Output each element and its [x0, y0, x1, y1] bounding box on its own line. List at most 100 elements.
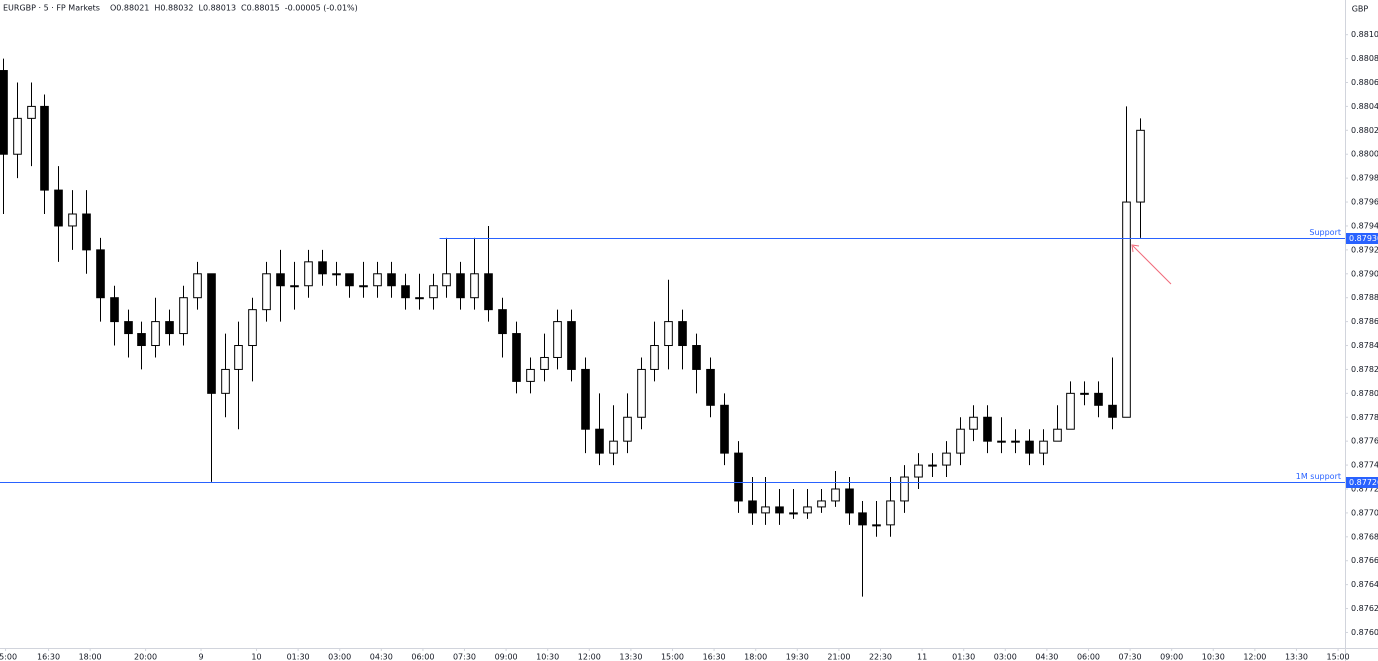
- candle-body: [789, 512, 798, 515]
- x-tick-label: 09:00: [495, 653, 518, 661]
- candle-body: [415, 297, 424, 300]
- candle-body: [110, 297, 119, 323]
- candle-body: [1025, 440, 1034, 454]
- x-tick-label: 04:30: [1035, 653, 1058, 661]
- ohlc-value: C0.88015: [241, 4, 280, 13]
- x-tick-label: 10: [251, 653, 261, 661]
- candle-body: [900, 476, 909, 502]
- candle-body: [512, 333, 521, 382]
- candle-body: [40, 105, 49, 191]
- candle-body: [221, 368, 230, 394]
- candle-body: [928, 464, 937, 467]
- x-tick-label: 19:30: [786, 653, 809, 661]
- candle-body: [13, 117, 22, 155]
- candle-body: [831, 488, 840, 502]
- candle-body: [1011, 440, 1020, 443]
- arrow-head: [1131, 244, 1140, 253]
- candle-body: [706, 368, 715, 406]
- x-tick-label: 22:30: [869, 653, 892, 661]
- candle-body: [387, 273, 396, 287]
- x-tick-label: 03:00: [328, 653, 351, 661]
- candle-body: [526, 368, 535, 382]
- x-tick-label: 10:30: [536, 653, 559, 661]
- candle-body: [567, 321, 576, 370]
- candle-body: [1080, 392, 1089, 395]
- candle-body: [872, 524, 881, 527]
- candle-body: [359, 285, 368, 288]
- currency: GBP: [1352, 5, 1369, 14]
- x-tick-label: 13:30: [1285, 653, 1308, 661]
- x-tick-label: 20:00: [134, 653, 157, 661]
- x-tick-label: 15:00: [1327, 653, 1350, 661]
- candle-body: [553, 321, 562, 358]
- x-tick-label: 12:00: [1243, 653, 1266, 661]
- candle-body: [858, 512, 867, 526]
- candle-body: [304, 261, 313, 287]
- candle-body: [720, 404, 729, 454]
- candle-body: [761, 506, 770, 514]
- ohlc-legend: O0.88021 H0.88032 L0.88013 C0.88015 -0.00005…: [110, 4, 358, 13]
- candle-body: [678, 321, 687, 347]
- candle-body: [748, 500, 757, 514]
- price-tag: [1346, 477, 1378, 488]
- candle-body: [969, 416, 978, 430]
- candle-body: [179, 297, 188, 335]
- candle-body: [983, 416, 992, 442]
- candle-body: [193, 273, 202, 299]
- candle-body: [775, 506, 784, 514]
- candle-body: [234, 345, 243, 370]
- candle-body: [137, 333, 146, 347]
- candle-body: [997, 440, 1006, 443]
- y-tick-label: 0.87600: [1351, 628, 1378, 637]
- x-tick-label: 01:30: [952, 653, 975, 661]
- candle-body: [165, 321, 174, 335]
- candle-body: [1108, 404, 1117, 418]
- level-label: 1M support: [1296, 472, 1341, 481]
- x-tick-label: 07:30: [1119, 653, 1142, 661]
- candle-body: [82, 213, 91, 251]
- candle-body: [332, 273, 341, 276]
- candle-body: [734, 452, 743, 502]
- x-tick-label: 07:30: [453, 653, 476, 661]
- candle-body: [248, 309, 257, 347]
- candle-body: [845, 488, 854, 514]
- candle-body: [623, 416, 632, 442]
- candle-body: [456, 273, 465, 299]
- x-tick-label: 06:00: [411, 653, 434, 661]
- candle-body: [318, 261, 327, 275]
- x-tick-label: 13:30: [619, 653, 642, 661]
- ohlc-value: L0.88013: [199, 4, 237, 13]
- candle-body: [650, 345, 659, 370]
- chart-title: EURGBP · 5 · FP Markets: [3, 4, 100, 13]
- candle-body: [1053, 428, 1062, 442]
- x-tick-label: 12:00: [578, 653, 601, 661]
- x-tick-label: 10:30: [1202, 653, 1225, 661]
- candle-body: [54, 189, 63, 227]
- candle-body: [401, 285, 410, 299]
- candle-body: [609, 440, 618, 454]
- x-tick-label: 04:30: [370, 653, 393, 661]
- price-tag-label: 0.87726: [1349, 478, 1378, 487]
- x-tick-label: 15:00: [0, 653, 17, 661]
- candle-body: [470, 273, 479, 299]
- x-tick-label: 11: [917, 653, 927, 661]
